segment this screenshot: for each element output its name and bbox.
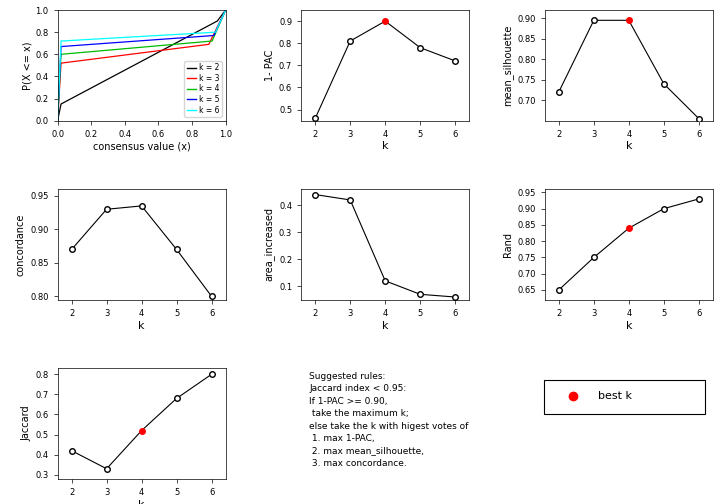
Line: k = 4: k = 4 xyxy=(58,10,225,120)
k = 4 xyxy=(130,45,139,51)
Y-axis label: mean_silhouette: mean_silhouette xyxy=(502,25,513,106)
k = 2 xyxy=(53,117,62,123)
Line: k = 3: k = 3 xyxy=(58,10,225,120)
Text: best k: best k xyxy=(598,392,631,402)
k = 2 xyxy=(186,33,194,39)
k = 5 xyxy=(130,38,139,44)
k = 5 xyxy=(217,18,225,24)
k = 4 xyxy=(135,44,143,50)
FancyBboxPatch shape xyxy=(544,381,705,414)
k = 5 xyxy=(135,38,143,44)
k = 4 xyxy=(53,117,62,123)
Line: k = 5: k = 5 xyxy=(58,10,225,120)
k = 3 xyxy=(216,17,225,23)
X-axis label: k: k xyxy=(626,142,632,151)
k = 6 xyxy=(135,34,143,40)
k = 3 xyxy=(221,7,230,13)
k = 6 xyxy=(217,18,225,24)
X-axis label: k: k xyxy=(138,499,145,504)
k = 4 xyxy=(216,19,225,25)
k = 2 xyxy=(135,59,143,66)
k = 3 xyxy=(186,44,194,50)
k = 6 xyxy=(186,31,194,37)
k = 5 xyxy=(216,18,225,24)
k = 2 xyxy=(130,62,139,68)
k = 3 xyxy=(217,17,225,23)
k = 3 xyxy=(62,59,71,66)
Line: k = 2: k = 2 xyxy=(58,10,225,120)
k = 3 xyxy=(135,50,143,56)
k = 4 xyxy=(221,7,230,13)
k = 6 xyxy=(130,34,139,40)
k = 3 xyxy=(130,51,139,57)
k = 5 xyxy=(186,34,194,40)
Text: Suggested rules:
Jaccard index < 0.95:
If 1-PAC >= 0.90,
 take the maximum k;
el: Suggested rules: Jaccard index < 0.95: I… xyxy=(310,371,469,468)
X-axis label: k: k xyxy=(382,321,389,331)
k = 6 xyxy=(62,38,71,44)
k = 4 xyxy=(62,51,71,57)
k = 2 xyxy=(221,7,230,13)
X-axis label: k: k xyxy=(138,321,145,331)
k = 2 xyxy=(217,14,225,20)
X-axis label: consensus value (x): consensus value (x) xyxy=(93,142,191,151)
Y-axis label: 1- PAC: 1- PAC xyxy=(265,50,275,81)
k = 5 xyxy=(62,43,71,49)
k = 2 xyxy=(62,98,71,104)
k = 5 xyxy=(53,117,62,123)
k = 5 xyxy=(221,7,230,13)
Y-axis label: P(X <= x): P(X <= x) xyxy=(22,41,32,90)
Y-axis label: Rand: Rand xyxy=(503,232,513,257)
Y-axis label: Jaccard: Jaccard xyxy=(21,406,31,442)
k = 6 xyxy=(53,117,62,123)
k = 6 xyxy=(221,7,230,13)
X-axis label: k: k xyxy=(382,142,389,151)
k = 3 xyxy=(53,117,62,123)
k = 4 xyxy=(217,18,225,24)
Legend: k = 2, k = 3, k = 4, k = 5, k = 6: k = 2, k = 3, k = 4, k = 5, k = 6 xyxy=(184,61,222,117)
X-axis label: k: k xyxy=(626,321,632,331)
Line: k = 6: k = 6 xyxy=(58,10,225,120)
Y-axis label: area_increased: area_increased xyxy=(264,208,275,281)
k = 4 xyxy=(186,40,194,46)
k = 2 xyxy=(216,14,225,20)
k = 6 xyxy=(216,18,225,24)
Y-axis label: concordance: concordance xyxy=(16,213,26,276)
